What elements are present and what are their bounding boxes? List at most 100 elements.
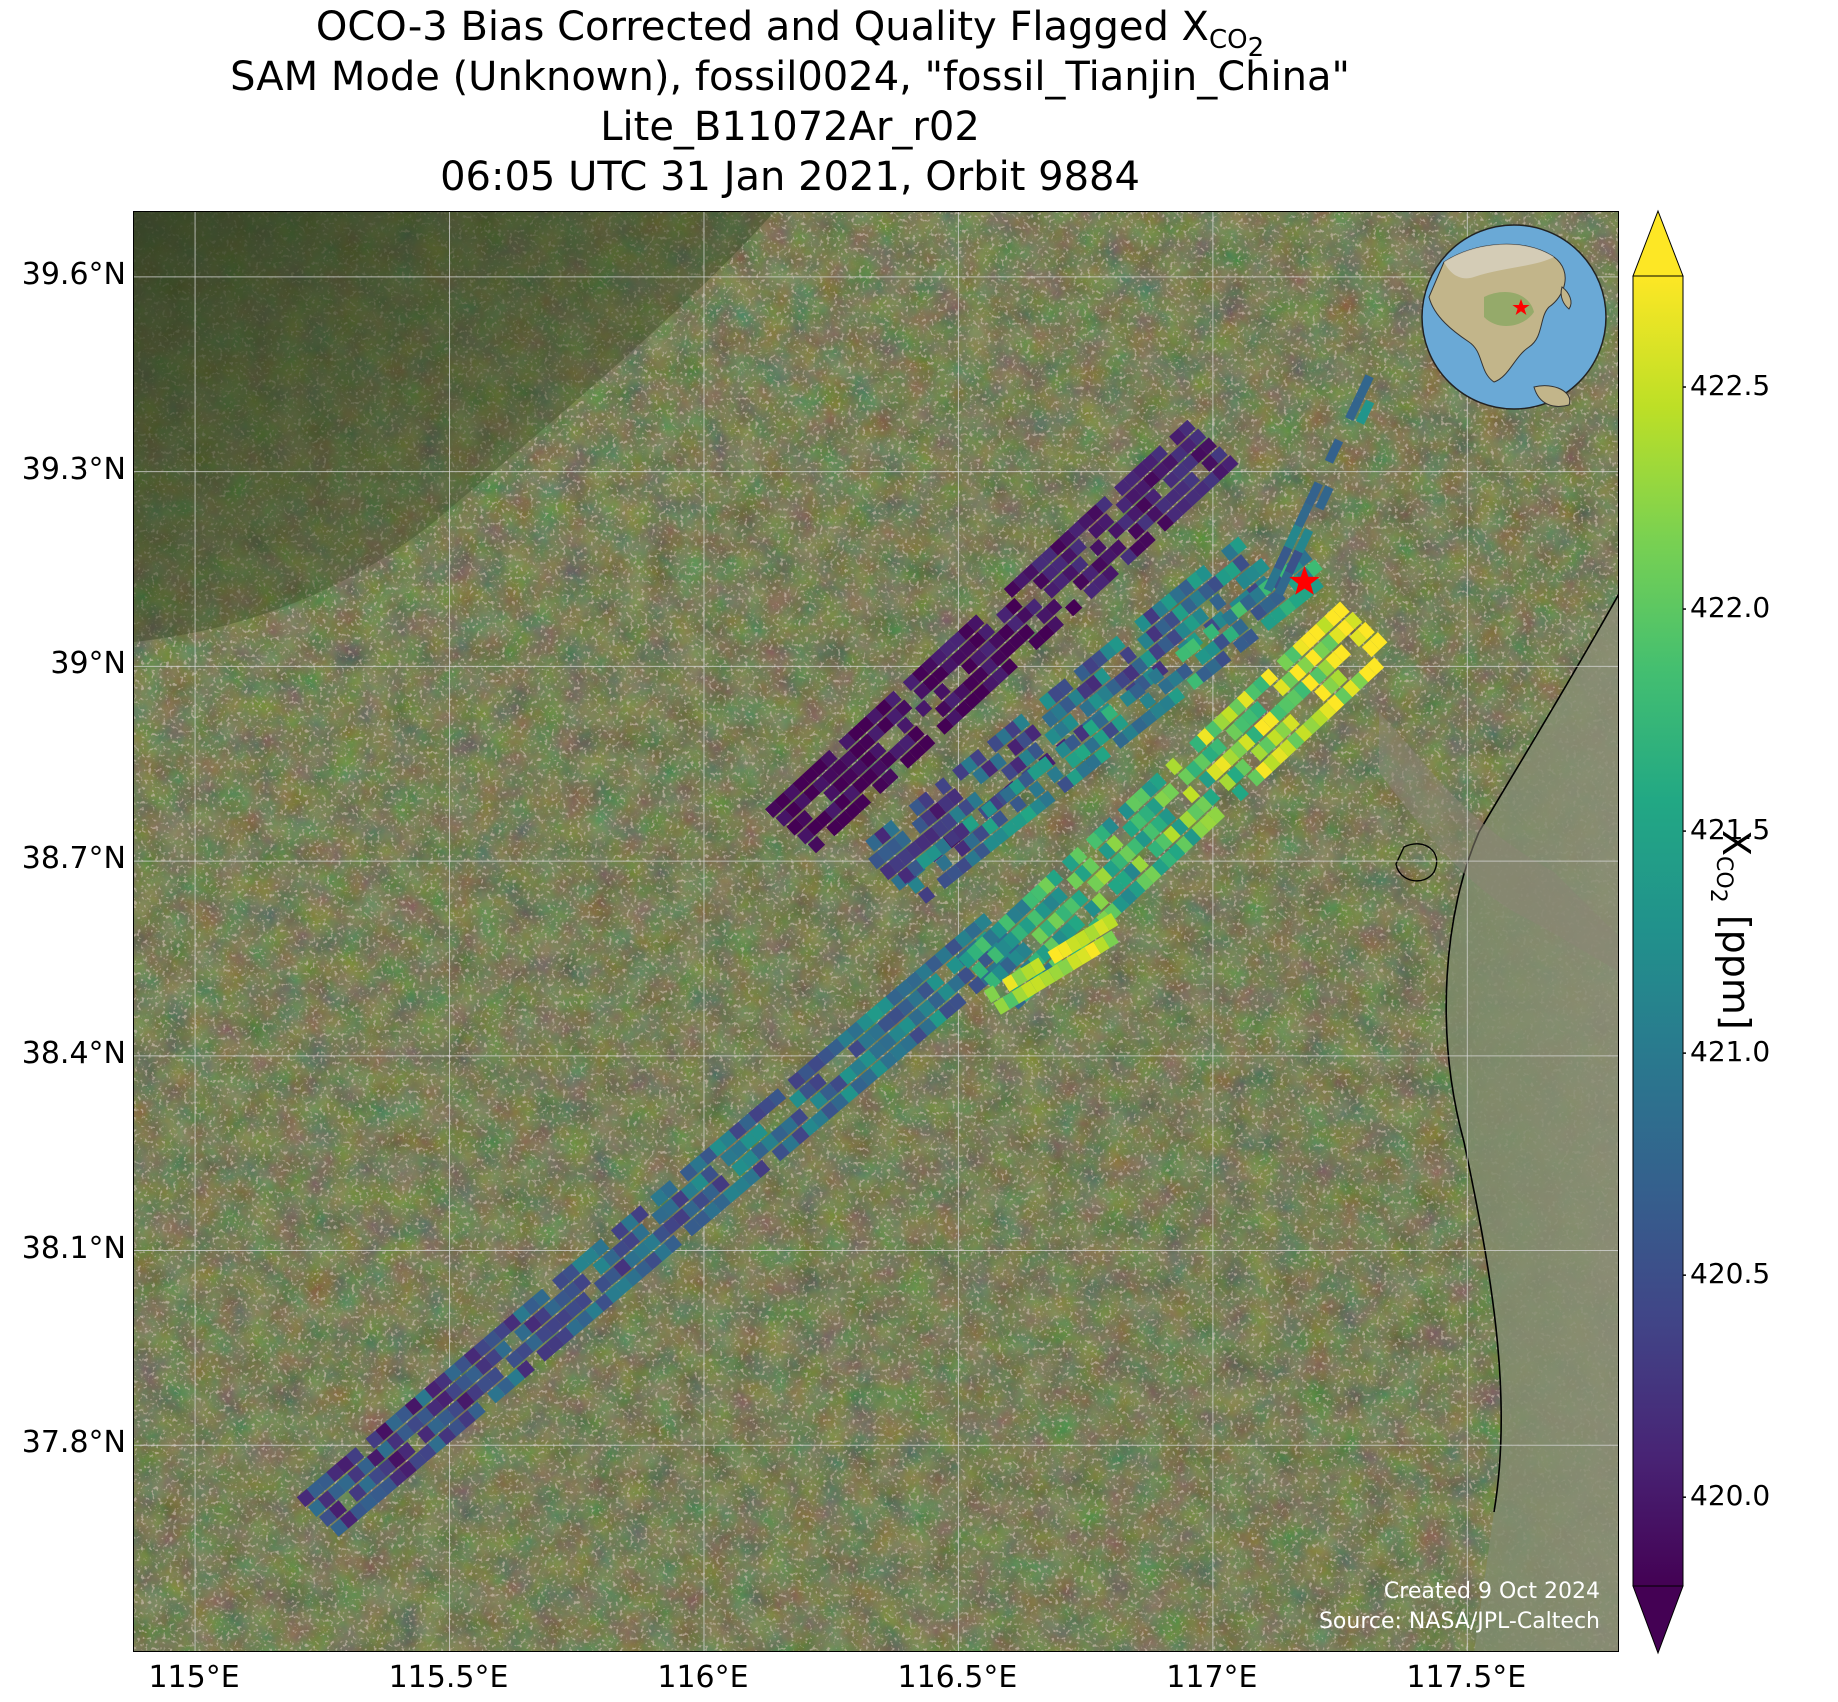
sounding-pixel	[849, 741, 867, 760]
sounding-pixel	[623, 1250, 642, 1269]
sounding-pixel	[918, 1017, 938, 1037]
map-panel[interactable]: Created 9 Oct 2024 Source: NASA/JPL-Calt…	[133, 211, 1619, 1652]
sounding-pixel	[1049, 538, 1067, 556]
sounding-pixel	[1089, 539, 1107, 557]
sounding-pixel	[1312, 641, 1331, 660]
sounding-pixel	[671, 1190, 690, 1209]
sounding-pixel	[913, 682, 931, 700]
sounding-pixel	[1037, 624, 1055, 642]
sounding-pixel	[1202, 471, 1220, 490]
sounding-pixel	[1292, 638, 1310, 657]
sounding-pixel	[888, 855, 906, 873]
lon-tick-label: 116.5°E	[897, 1660, 1018, 1695]
sounding-pixel	[1253, 718, 1272, 737]
sounding-pixel	[1211, 611, 1230, 629]
sounding-pixel	[1152, 462, 1170, 480]
sounding-pixel	[1191, 820, 1210, 839]
sounding-pixel	[1091, 892, 1110, 911]
sounding-pixel	[858, 1049, 877, 1068]
sounding-pixel	[996, 606, 1014, 624]
sounding-pixel	[850, 1076, 869, 1095]
sounding-pixel	[849, 1058, 868, 1077]
sounding-pixel	[1145, 625, 1163, 643]
sounding-pixel	[1165, 628, 1184, 647]
sounding-pixel	[485, 1366, 505, 1386]
sounding-pixel	[1044, 727, 1062, 746]
sounding-pixel	[869, 1059, 889, 1078]
sounding-pixel	[1160, 593, 1178, 611]
sounding-pixel	[1145, 797, 1164, 816]
sounding-pixel	[1093, 824, 1112, 843]
sounding-pixel	[865, 834, 883, 852]
sounding-pixel	[1158, 694, 1176, 712]
sounding-pixel	[791, 1126, 810, 1145]
sounding-pixel	[1163, 610, 1181, 629]
sounding-pixel	[395, 1405, 414, 1424]
sounding-pixel	[473, 1338, 492, 1357]
sounding-pixel	[946, 788, 964, 806]
sounding-pixel	[1144, 488, 1162, 506]
sounding-pixel	[1117, 802, 1135, 820]
sounding-pixel	[879, 1051, 898, 1070]
sounding-pixel	[622, 1231, 641, 1250]
sounding-pixel	[1067, 688, 1085, 707]
colorbar-tick-marks	[1683, 386, 1686, 1498]
satellite-map[interactable]	[134, 212, 1619, 1652]
sounding-pixel	[866, 707, 884, 725]
colorbar-tick-label: 420.5	[1690, 1257, 1771, 1291]
sounding-pixel	[414, 1388, 433, 1407]
sounding-pixel	[1055, 904, 1073, 923]
sounding-pixel	[385, 1413, 404, 1432]
sounding-pixel	[1214, 650, 1232, 668]
sounding-pixel	[999, 956, 1017, 975]
sounding-pixel	[928, 802, 947, 820]
sounding-pixel	[1157, 677, 1175, 695]
sounding-pixel	[1249, 586, 1267, 604]
sounding-pixel	[1164, 488, 1182, 506]
sounding-pixel	[1214, 755, 1232, 774]
colorbar-tick-label: 421.0	[1690, 1035, 1771, 1069]
sounding-pixel	[1204, 720, 1223, 739]
sounding-pixel	[1026, 909, 1045, 927]
sounding-pixel	[980, 759, 999, 778]
sounding-pixel	[1149, 772, 1167, 791]
sounding-pixel	[1122, 819, 1140, 838]
sounding-pixel	[998, 913, 1016, 932]
sounding-pixel	[930, 648, 948, 666]
sounding-pixel	[1355, 374, 1374, 400]
sounding-pixel	[956, 966, 976, 985]
sounding-pixel	[1022, 891, 1040, 910]
sounding-pixel	[581, 1246, 600, 1266]
source-credit: Source: NASA/JPL-Caltech	[1318, 1609, 1600, 1634]
sounding-pixel	[868, 1041, 887, 1060]
sounding-pixel	[683, 1218, 702, 1237]
sounding-pixel	[993, 997, 1010, 1015]
sounding-pixel	[947, 974, 966, 993]
sounding-pixel	[801, 1118, 820, 1137]
sounding-pixel	[1221, 608, 1239, 626]
sounding-pixel	[1146, 505, 1164, 523]
sounding-pixel	[1092, 918, 1110, 937]
sounding-pixel	[1284, 524, 1303, 550]
sounding-pixel	[532, 1288, 551, 1307]
sounding-pixel	[434, 1372, 453, 1391]
sounding-pixel	[859, 750, 878, 768]
sounding-pixel	[722, 1184, 741, 1203]
sounding-pixel	[899, 751, 917, 769]
sounding-pixel	[1197, 727, 1215, 746]
sounding-pixel	[585, 1301, 604, 1320]
sounding-pixel	[1182, 471, 1201, 489]
sounding-pixel	[1020, 963, 1037, 981]
sounding-pixel	[1269, 606, 1287, 624]
sounding-pixel	[952, 822, 970, 840]
sounding-pixel	[701, 1183, 720, 1202]
sounding-pixel	[821, 767, 839, 785]
sounding-pixel	[1207, 806, 1225, 824]
sounding-pixel	[1190, 445, 1208, 464]
sounding-pixel	[463, 1347, 482, 1366]
sounding-pixel	[1361, 639, 1380, 658]
sounding-pixel	[788, 1089, 808, 1109]
sounding-pixel	[771, 1143, 790, 1162]
sounding-pixel	[1102, 930, 1119, 948]
sounding-pixel	[811, 758, 829, 776]
